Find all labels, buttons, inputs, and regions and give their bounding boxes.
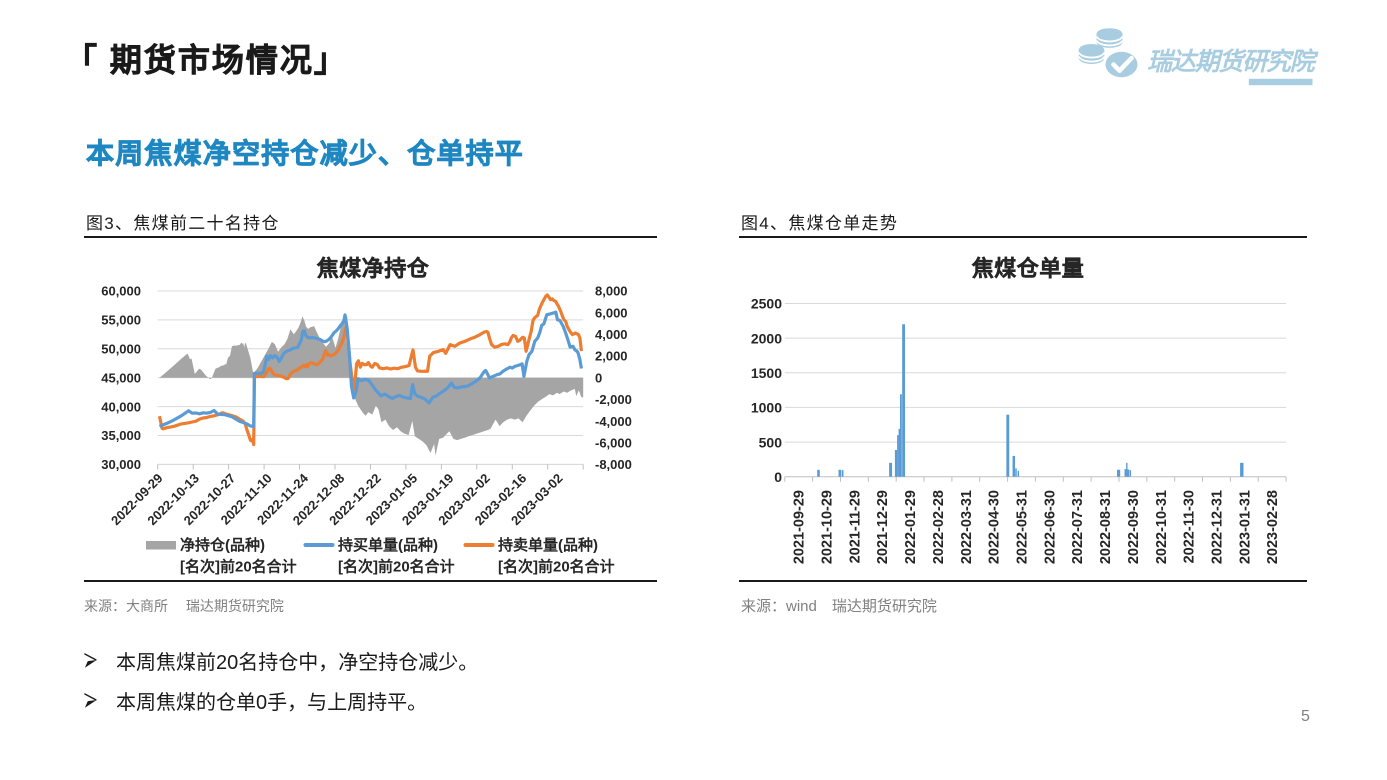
svg-text:2022-01-29: 2022-01-29 bbox=[903, 490, 919, 564]
svg-text:焦煤仓单量: 焦煤仓单量 bbox=[971, 256, 1085, 281]
svg-text:2022-10-31: 2022-10-31 bbox=[1154, 490, 1170, 564]
svg-text:-8,000: -8,000 bbox=[595, 457, 632, 472]
svg-text:40,000: 40,000 bbox=[101, 399, 141, 414]
svg-text:焦煤净持仓: 焦煤净持仓 bbox=[316, 256, 430, 281]
svg-text:2,000: 2,000 bbox=[595, 349, 628, 364]
svg-text:-6,000: -6,000 bbox=[595, 435, 632, 450]
svg-text:4,000: 4,000 bbox=[595, 327, 628, 342]
svg-text:2022-03-31: 2022-03-31 bbox=[959, 490, 975, 564]
svg-text:-2,000: -2,000 bbox=[595, 392, 632, 407]
svg-text:-4,000: -4,000 bbox=[595, 414, 632, 429]
svg-text:2022-04-30: 2022-04-30 bbox=[987, 490, 1003, 564]
svg-text:2022-05-31: 2022-05-31 bbox=[1015, 490, 1031, 564]
svg-text:2022-12-31: 2022-12-31 bbox=[1210, 490, 1226, 564]
svg-text:45,000: 45,000 bbox=[101, 370, 141, 385]
svg-text:2021-09-29: 2021-09-29 bbox=[792, 490, 808, 564]
svg-text:2023-01-31: 2023-01-31 bbox=[1237, 490, 1253, 564]
svg-text:2022-11-30: 2022-11-30 bbox=[1182, 490, 1198, 563]
svg-text:1000: 1000 bbox=[751, 400, 782, 416]
svg-text:55,000: 55,000 bbox=[101, 313, 141, 328]
svg-text:2022-08-31: 2022-08-31 bbox=[1098, 490, 1114, 564]
svg-text:35,000: 35,000 bbox=[101, 428, 141, 443]
svg-text:2021-11-29: 2021-11-29 bbox=[847, 490, 863, 563]
svg-text:2022-09-30: 2022-09-30 bbox=[1126, 490, 1142, 564]
svg-text:2023-02-28: 2023-02-28 bbox=[1265, 490, 1281, 564]
svg-text:[名次]前20名合计: [名次]前20名合计 bbox=[180, 558, 297, 576]
svg-text:500: 500 bbox=[759, 434, 783, 450]
svg-text:2021-12-29: 2021-12-29 bbox=[875, 490, 891, 564]
svg-text:50,000: 50,000 bbox=[101, 342, 141, 357]
svg-text:[名次]前20名合计: [名次]前20名合计 bbox=[338, 558, 455, 576]
svg-text:2000: 2000 bbox=[751, 330, 782, 346]
svg-text:6,000: 6,000 bbox=[595, 305, 628, 320]
svg-text:持卖单量(品种): 持卖单量(品种) bbox=[498, 536, 598, 554]
svg-text:1500: 1500 bbox=[751, 365, 782, 381]
svg-text:30,000: 30,000 bbox=[101, 457, 141, 472]
svg-text:2022-02-28: 2022-02-28 bbox=[931, 490, 947, 564]
svg-text:2022-06-30: 2022-06-30 bbox=[1042, 490, 1058, 564]
svg-text:2021-10-29: 2021-10-29 bbox=[820, 490, 836, 564]
svg-text:2500: 2500 bbox=[751, 296, 782, 312]
svg-text:[名次]前20名合计: [名次]前20名合计 bbox=[498, 558, 615, 576]
svg-text:0: 0 bbox=[774, 469, 782, 485]
svg-text:持买单量(品种): 持买单量(品种) bbox=[338, 536, 438, 554]
svg-text:8,000: 8,000 bbox=[595, 284, 628, 299]
svg-text:60,000: 60,000 bbox=[101, 284, 141, 299]
svg-text:瑞达期货研究院: 瑞达期货研究院 bbox=[1147, 48, 1319, 76]
svg-text:0: 0 bbox=[595, 370, 602, 385]
svg-text:净持仓(品种): 净持仓(品种) bbox=[180, 536, 265, 554]
svg-text:2022-07-31: 2022-07-31 bbox=[1070, 490, 1086, 564]
